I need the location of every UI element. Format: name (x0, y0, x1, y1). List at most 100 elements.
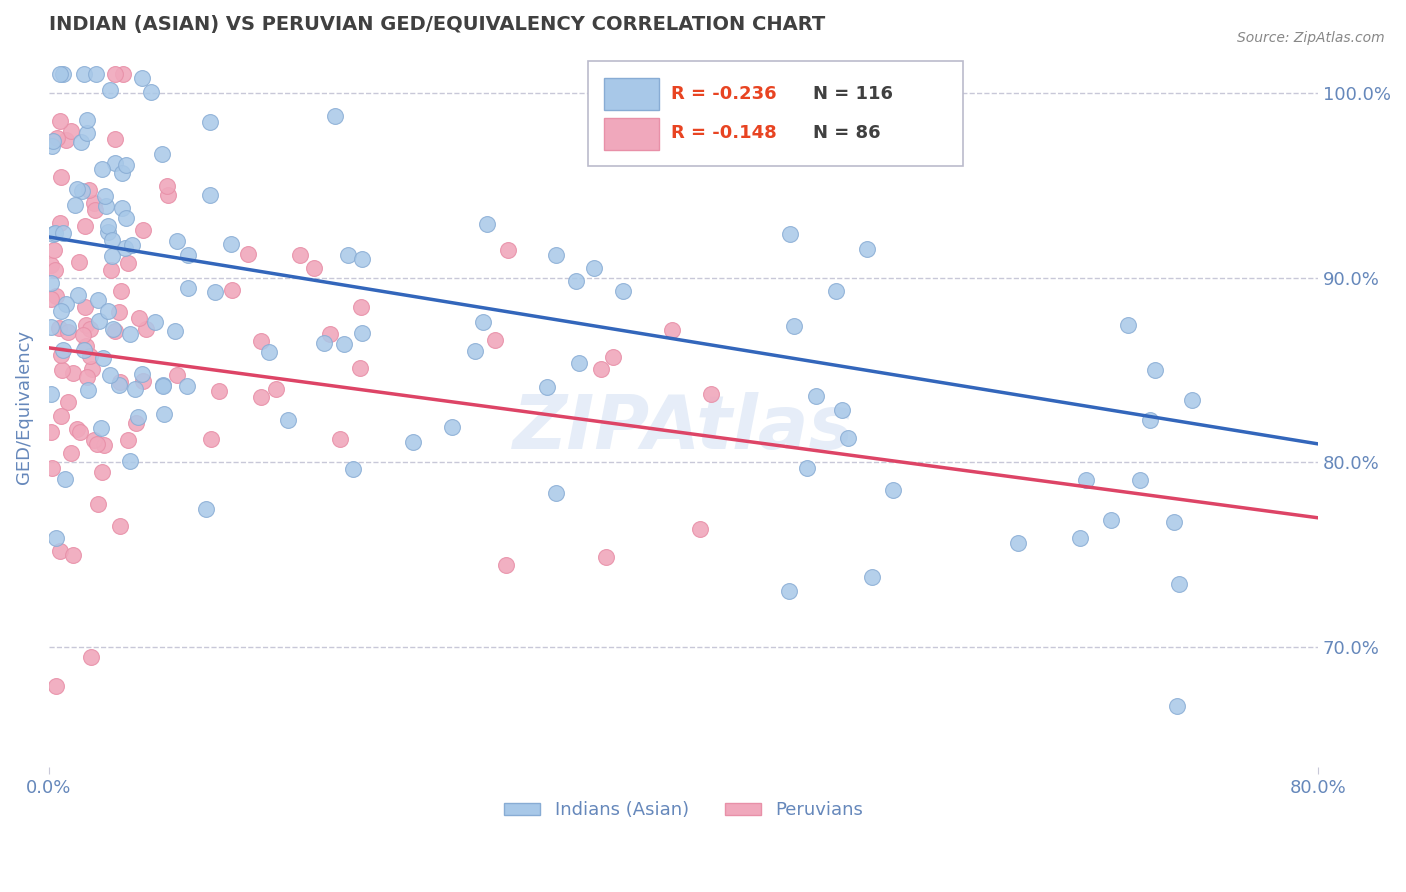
Point (94, 189, 117, 203)
Point (544, 486, 567, 500)
Point (121, 237, 143, 252)
Point (1069, 532, 1091, 546)
Point (288, 247, 311, 261)
Point (779, 227, 801, 242)
Point (100, 233, 122, 247)
Point (118, 327, 141, 342)
Text: ZIPAtlas: ZIPAtlas (513, 392, 853, 465)
Point (39, 386, 62, 401)
Point (104, 132, 127, 146)
Point (101, 250, 124, 264)
Point (100, 263, 122, 277)
Point (699, 386, 721, 401)
Point (49, 303, 72, 318)
Point (661, 323, 683, 337)
Point (1168, 577, 1191, 591)
Y-axis label: GED/Equivalency: GED/Equivalency (15, 330, 32, 484)
Point (83, 433, 105, 447)
Point (39, 319, 62, 334)
Point (56, 320, 79, 334)
Point (131, 367, 153, 381)
Point (52, 227, 75, 241)
Point (484, 333, 506, 347)
Point (79, 322, 101, 336)
Point (117, 434, 139, 448)
Point (48, 67, 70, 81)
Point (277, 413, 299, 427)
Point (114, 158, 136, 172)
FancyBboxPatch shape (603, 78, 659, 110)
Point (110, 201, 132, 215)
Point (257, 344, 280, 359)
Point (75, 219, 97, 234)
Point (45, 288, 67, 302)
Point (249, 334, 271, 348)
Point (602, 350, 624, 364)
Point (1143, 363, 1166, 377)
Point (132, 223, 155, 237)
Point (103, 322, 125, 336)
Point (114, 241, 136, 255)
Point (152, 378, 174, 392)
Point (150, 146, 173, 161)
Point (1099, 513, 1122, 527)
Point (333, 337, 356, 351)
Point (56, 325, 79, 339)
Text: R = -0.148: R = -0.148 (671, 124, 776, 142)
Point (689, 522, 711, 536)
Text: R = -0.236: R = -0.236 (671, 85, 776, 103)
Point (111, 67, 134, 81)
Point (1180, 393, 1202, 408)
Point (86, 67, 108, 81)
Point (115, 211, 138, 225)
Text: N = 86: N = 86 (813, 124, 880, 142)
Point (837, 431, 859, 445)
Point (67, 288, 90, 302)
Point (41, 138, 63, 153)
Point (60, 446, 83, 460)
Point (108, 305, 131, 319)
Point (42, 227, 65, 241)
Point (75, 338, 97, 352)
Point (342, 462, 364, 476)
Point (65, 198, 87, 212)
Point (96, 304, 118, 318)
Point (495, 558, 517, 572)
Point (536, 380, 558, 394)
Point (73, 301, 96, 315)
Point (152, 379, 174, 393)
Point (238, 247, 260, 261)
Point (86, 293, 108, 308)
Point (591, 361, 613, 376)
Point (93, 438, 115, 452)
Point (44, 263, 66, 277)
Point (110, 284, 132, 298)
Point (595, 549, 617, 564)
Point (349, 360, 371, 375)
Point (825, 284, 848, 298)
Point (131, 374, 153, 388)
Point (204, 285, 226, 300)
Point (564, 274, 586, 288)
Point (80, 650, 103, 665)
Point (108, 378, 131, 392)
Point (1166, 698, 1188, 713)
Point (104, 67, 127, 81)
Point (475, 217, 498, 231)
Point (860, 570, 883, 584)
Point (1163, 515, 1185, 529)
Point (45, 130, 67, 145)
Point (79, 183, 101, 197)
Point (42, 243, 65, 257)
Point (127, 410, 149, 425)
Point (134, 321, 156, 335)
Point (831, 403, 853, 417)
Point (1116, 318, 1139, 333)
Point (39, 258, 62, 272)
Point (39, 293, 62, 307)
Point (778, 583, 800, 598)
Point (87, 497, 110, 511)
Point (41, 134, 63, 148)
Point (66, 422, 89, 436)
Point (612, 284, 634, 298)
